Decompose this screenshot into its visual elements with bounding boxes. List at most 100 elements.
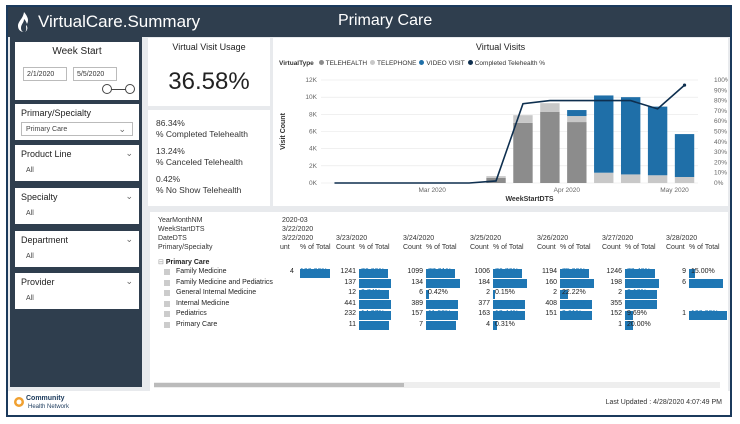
chart-legend: VirtualType TELEHEALTH TELEPHONE VIDEO VIS… bbox=[279, 60, 545, 67]
no-show-telehealth-value: 0.42% bbox=[156, 174, 181, 184]
y2-tick-label: 90% bbox=[714, 87, 727, 94]
legend-item: TELEPHONE bbox=[377, 60, 417, 67]
row-label: General Internal Medicine bbox=[176, 289, 257, 296]
product-line-dropdown[interactable]: All bbox=[21, 163, 133, 177]
pct-cell: 100.00% bbox=[300, 268, 328, 275]
header-field-value: 3/22/2020 bbox=[282, 226, 314, 233]
pct-bar bbox=[560, 279, 595, 288]
chart-canvas: 0K 2K 4K 6K 8K 10K 12K 0% 10% 20% 30% 40% 50% 60% 70% 8… bbox=[280, 77, 728, 203]
pct-bar bbox=[426, 289, 430, 299]
row-expand-icon[interactable] bbox=[164, 269, 170, 275]
filter-sidebar: Week Start 2/1/2020 5/5/2020 Primary/Spe… bbox=[10, 37, 142, 387]
row-expand-icon[interactable] bbox=[164, 321, 170, 328]
week-start-slicer: Week Start 2/1/2020 5/5/2020 bbox=[15, 42, 139, 100]
pct-bar bbox=[426, 310, 459, 320]
count-cell: 151 bbox=[545, 310, 557, 317]
count-cell: 12 bbox=[348, 289, 356, 296]
pct-bar bbox=[493, 289, 495, 299]
chevron-down-icon[interactable]: ⌄ bbox=[125, 191, 133, 201]
pct-cell: 76.89% bbox=[361, 268, 385, 275]
report-footer: Community Health Network Last Updated : … bbox=[8, 391, 730, 415]
count-cell: 377 bbox=[478, 299, 490, 307]
date-column-header: 3/27/2020 bbox=[602, 235, 634, 242]
horizontal-scrollbar[interactable] bbox=[154, 382, 720, 388]
bar-segment bbox=[540, 111, 560, 183]
slicer-title: Primary/Specialty bbox=[21, 108, 92, 118]
pct-cell: 0.31% bbox=[495, 320, 515, 328]
pct-bar bbox=[625, 321, 633, 330]
week-start-to-input[interactable]: 5/5/2020 bbox=[73, 67, 117, 81]
count-cell: 6 bbox=[682, 278, 686, 286]
x-axis-label: WeekStartDTS bbox=[505, 196, 553, 203]
chevron-down-icon[interactable]: ⌄ bbox=[125, 148, 133, 158]
row-label: Family Medicine and Pediatrics bbox=[176, 278, 273, 286]
header-field-label: DateDTS bbox=[158, 235, 187, 242]
slider-end-handle[interactable] bbox=[125, 84, 135, 94]
date-column-header: 3/28/2020 bbox=[666, 235, 698, 242]
row-expand-icon[interactable] bbox=[164, 311, 170, 317]
pct-bar bbox=[625, 268, 656, 278]
pct-cell: 0.49% bbox=[428, 320, 448, 328]
chart-title: Virtual Visits bbox=[475, 42, 526, 52]
date-column-header: 3/25/2020 bbox=[470, 235, 502, 242]
pct-bar bbox=[426, 279, 461, 288]
count-cell: 1241 bbox=[340, 268, 356, 275]
header-field-label: Primary/Specialty bbox=[158, 244, 213, 251]
primary-specialty-slicer: Primary/Specialty Primary Care ⌄ bbox=[15, 104, 139, 140]
date-range-slider-track bbox=[107, 89, 129, 90]
y2-tick-label: 80% bbox=[714, 98, 727, 105]
bar-segment bbox=[674, 176, 695, 183]
pct-cell: 0.13% bbox=[627, 289, 647, 296]
y-tick-label: 4K bbox=[309, 146, 318, 153]
y-tick-label: 12K bbox=[305, 77, 317, 84]
count-cell: 1006 bbox=[474, 268, 490, 275]
pct-bar bbox=[359, 268, 389, 278]
pct-cell: 12.63% bbox=[627, 278, 651, 286]
row-expand-icon[interactable] bbox=[164, 290, 170, 296]
count-column-header: Count bbox=[403, 244, 422, 251]
y2-tick-label: 100% bbox=[714, 77, 728, 84]
pct-bar bbox=[493, 268, 523, 278]
y-axis-label: Visit Count bbox=[280, 112, 287, 149]
y2-tick-label: 70% bbox=[714, 108, 727, 115]
row-expand-icon[interactable] bbox=[164, 300, 170, 307]
pct-bar bbox=[426, 300, 459, 309]
y2-tick-label: 50% bbox=[714, 129, 727, 136]
row-label: Primary Care bbox=[176, 320, 218, 328]
y-tick-label: 0K bbox=[309, 180, 318, 187]
collapse-icon[interactable]: ⊟ bbox=[158, 259, 164, 266]
date-column-header: 3/26/2020 bbox=[537, 235, 569, 242]
dropdown-value: All bbox=[26, 253, 34, 260]
provider-dropdown[interactable]: All bbox=[21, 291, 133, 305]
pct-column-header: % of Total bbox=[300, 244, 331, 251]
chevron-down-icon[interactable]: ⌄ bbox=[125, 276, 133, 286]
completed-telehealth-line bbox=[334, 84, 686, 184]
line-point bbox=[682, 83, 687, 87]
pct-cell: 27.32% bbox=[361, 299, 385, 307]
department-dropdown[interactable]: All bbox=[21, 249, 133, 263]
pct-bar bbox=[625, 279, 660, 288]
count-cell: 2 bbox=[618, 289, 622, 296]
bar-segment bbox=[594, 172, 614, 183]
y2-tick-label: 10% bbox=[714, 170, 727, 177]
slider-start-handle[interactable] bbox=[102, 84, 112, 94]
flame-logo-icon bbox=[18, 12, 28, 32]
report-frame: VirtualCare.Summary Primary Care Week St… bbox=[6, 5, 732, 417]
pct-bar bbox=[426, 321, 457, 330]
chevron-down-icon[interactable]: ⌄ bbox=[125, 234, 133, 244]
slicer-title: Product Line bbox=[21, 149, 72, 159]
primary-specialty-dropdown[interactable]: Primary Care ⌄ bbox=[21, 122, 133, 136]
app-title: VirtualCare.Summary bbox=[38, 12, 201, 31]
row-expand-icon[interactable] bbox=[164, 279, 170, 286]
department-slicer: Department ⌄ All bbox=[15, 231, 139, 267]
specialty-dropdown[interactable]: All bbox=[21, 206, 133, 220]
legend-item: VIDEO VISIT bbox=[426, 60, 465, 67]
header-field-value: 2020-03 bbox=[282, 217, 308, 224]
scrollbar-thumb[interactable] bbox=[154, 383, 404, 387]
week-start-from-input[interactable]: 2/1/2020 bbox=[23, 67, 67, 81]
count-column-header: unt bbox=[280, 244, 290, 251]
brand-name: Community bbox=[26, 395, 65, 402]
completed-telehealth-value: 86.34% bbox=[156, 118, 185, 128]
y2-tick-label: 30% bbox=[714, 149, 727, 156]
legend-dot bbox=[370, 60, 376, 65]
